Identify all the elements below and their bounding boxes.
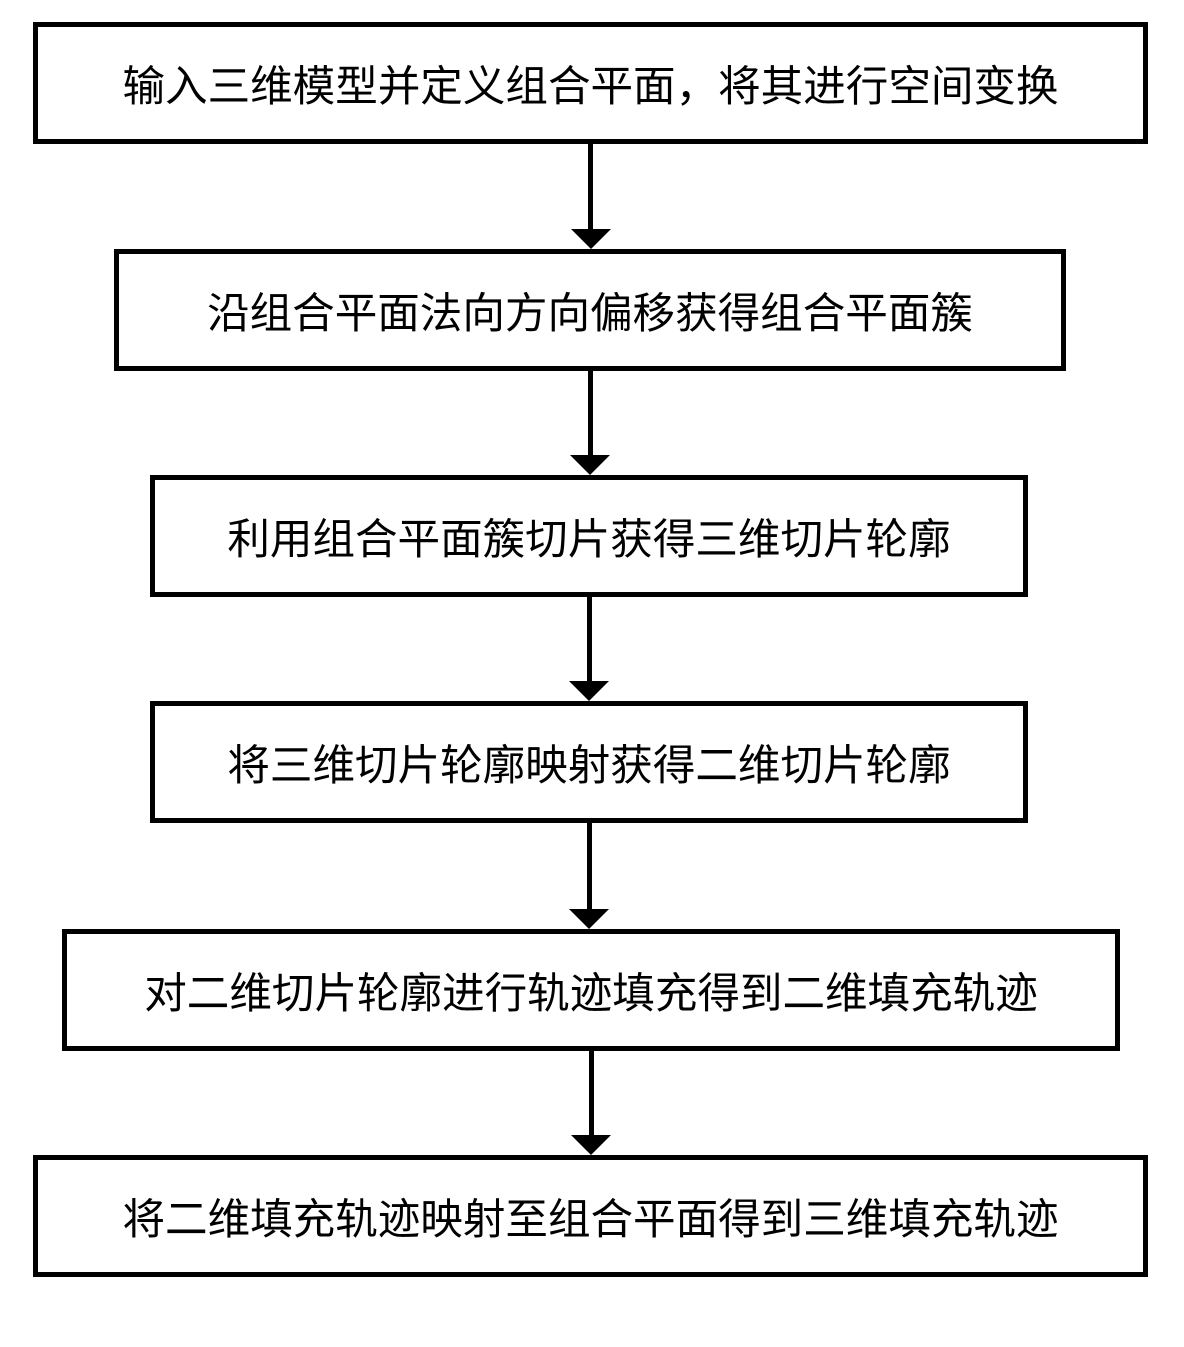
flowchart-canvas: 输入三维模型并定义组合平面，将其进行空间变换沿组合平面法向方向偏移获得组合平面簇…: [0, 0, 1184, 1347]
flow-node-n4: 将三维切片轮廓映射获得二维切片轮廓: [150, 701, 1028, 823]
flow-arrow-line: [589, 1051, 594, 1137]
flow-node-label: 输入三维模型并定义组合平面，将其进行空间变换: [122, 53, 1058, 114]
flow-arrow-head: [570, 455, 610, 475]
flow-arrow-head: [571, 1135, 611, 1155]
flow-arrow-head: [569, 681, 609, 701]
flow-arrow-line: [588, 371, 593, 457]
flow-node-label: 将三维切片轮廓映射获得二维切片轮廓: [227, 732, 950, 793]
flow-node-n6: 将二维填充轨迹映射至组合平面得到三维填充轨迹: [33, 1155, 1148, 1277]
flow-node-label: 将二维填充轨迹映射至组合平面得到三维填充轨迹: [122, 1186, 1058, 1247]
flow-node-n3: 利用组合平面簇切片获得三维切片轮廓: [150, 475, 1028, 597]
flow-arrow-line: [588, 144, 593, 231]
flow-node-n1: 输入三维模型并定义组合平面，将其进行空间变换: [33, 22, 1148, 144]
flow-arrow-line: [587, 597, 592, 683]
flow-arrow-head: [571, 229, 611, 249]
flow-arrow-line: [587, 823, 592, 911]
flow-node-label: 利用组合平面簇切片获得三维切片轮廓: [227, 506, 950, 567]
flow-node-label: 对二维切片轮廓进行轨迹填充得到二维填充轨迹: [144, 960, 1038, 1021]
flow-node-n2: 沿组合平面法向方向偏移获得组合平面簇: [114, 249, 1066, 371]
flow-node-n5: 对二维切片轮廓进行轨迹填充得到二维填充轨迹: [62, 929, 1120, 1051]
flow-arrow-head: [569, 909, 609, 929]
flow-node-label: 沿组合平面法向方向偏移获得组合平面簇: [207, 280, 973, 341]
